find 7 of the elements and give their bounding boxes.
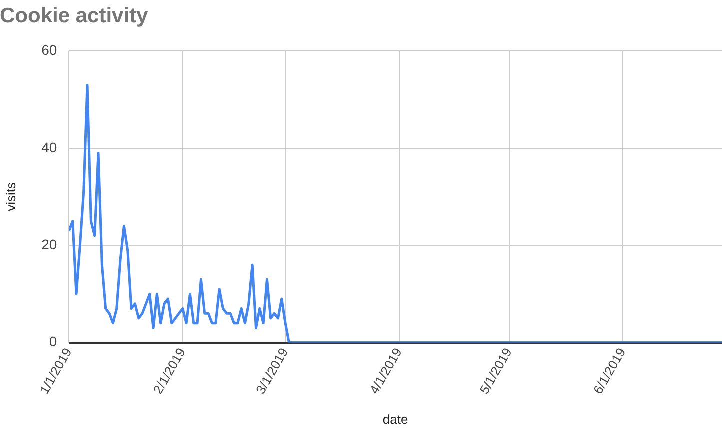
y-tick-label: 60 [42,42,58,58]
y-axis-title: visits [3,182,18,212]
x-axis-title: date [382,412,408,427]
chart-title: Cookie activity [0,4,149,28]
y-tick-label: 0 [49,334,58,350]
y-tick-label: 40 [42,139,58,156]
y-tick-label: 20 [42,236,58,252]
